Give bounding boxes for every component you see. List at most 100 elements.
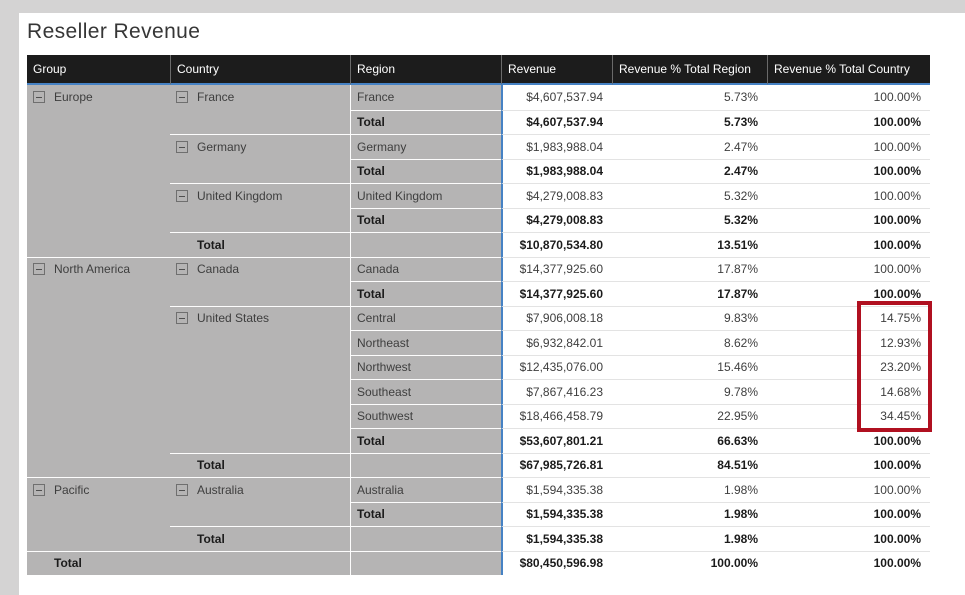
cell-country[interactable]: Total <box>170 452 350 477</box>
cell-revenue[interactable]: $4,279,008.83 <box>501 207 612 232</box>
cell-group[interactable]: Pacific <box>27 477 170 502</box>
collapse-icon[interactable] <box>176 189 188 202</box>
cell-group[interactable] <box>27 354 170 379</box>
cell-revenue-pct-region[interactable]: 17.87% <box>612 281 767 306</box>
column-header-revenue[interactable]: Revenue <box>501 55 612 85</box>
cell-group[interactable] <box>27 207 170 232</box>
cell-revenue[interactable]: $53,607,801.21 <box>501 428 612 453</box>
cell-region[interactable]: Total <box>350 109 501 134</box>
cell-country[interactable] <box>170 281 350 306</box>
cell-region[interactable]: Total <box>350 281 501 306</box>
cell-revenue-pct-region[interactable]: 5.73% <box>612 85 767 110</box>
cell-revenue-pct-region[interactable]: 66.63% <box>612 428 767 453</box>
cell-revenue-pct-region[interactable]: 2.47% <box>612 134 767 159</box>
cell-revenue[interactable]: $14,377,925.60 <box>501 256 612 281</box>
cell-region[interactable]: Southeast <box>350 379 501 404</box>
cell-revenue-pct-country[interactable]: 14.75% <box>767 305 930 330</box>
cell-group[interactable]: Europe <box>27 85 170 110</box>
cell-revenue-pct-country[interactable]: 100.00% <box>767 183 930 208</box>
cell-revenue-pct-region[interactable]: 100.00% <box>612 550 767 575</box>
cell-country[interactable]: Total <box>170 232 350 257</box>
cell-country[interactable] <box>170 550 350 575</box>
cell-country[interactable] <box>170 109 350 134</box>
collapse-icon[interactable] <box>176 263 188 276</box>
cell-revenue[interactable]: $4,607,537.94 <box>501 85 612 110</box>
cell-group[interactable] <box>27 281 170 306</box>
cell-region[interactable]: Australia <box>350 477 501 502</box>
cell-region[interactable]: Total <box>350 158 501 183</box>
cell-region[interactable]: Northwest <box>350 354 501 379</box>
cell-country[interactable]: United States <box>170 305 350 330</box>
cell-revenue-pct-region[interactable]: 13.51% <box>612 232 767 257</box>
cell-revenue-pct-region[interactable]: 22.95% <box>612 403 767 428</box>
cell-country[interactable] <box>170 330 350 355</box>
collapse-icon[interactable] <box>176 91 188 104</box>
cell-region[interactable]: United Kingdom <box>350 183 501 208</box>
cell-revenue-pct-region[interactable]: 9.78% <box>612 379 767 404</box>
column-header-group[interactable]: Group <box>27 55 170 85</box>
cell-revenue[interactable]: $12,435,076.00 <box>501 354 612 379</box>
cell-country[interactable]: Total <box>170 526 350 551</box>
cell-country[interactable]: United Kingdom <box>170 183 350 208</box>
cell-region[interactable]: Germany <box>350 134 501 159</box>
cell-group[interactable] <box>27 379 170 404</box>
cell-revenue-pct-region[interactable]: 5.32% <box>612 183 767 208</box>
cell-revenue[interactable]: $14,377,925.60 <box>501 281 612 306</box>
cell-revenue-pct-region[interactable]: 9.83% <box>612 305 767 330</box>
cell-revenue-pct-country[interactable]: 100.00% <box>767 207 930 232</box>
cell-group[interactable] <box>27 109 170 134</box>
cell-revenue-pct-region[interactable]: 1.98% <box>612 526 767 551</box>
cell-group[interactable] <box>27 232 170 257</box>
cell-revenue[interactable]: $7,867,416.23 <box>501 379 612 404</box>
cell-country[interactable] <box>170 354 350 379</box>
cell-revenue[interactable]: $4,607,537.94 <box>501 109 612 134</box>
cell-country[interactable] <box>170 428 350 453</box>
cell-country[interactable]: Germany <box>170 134 350 159</box>
cell-country[interactable]: Canada <box>170 256 350 281</box>
collapse-icon[interactable] <box>33 91 45 104</box>
cell-revenue-pct-region[interactable]: 1.98% <box>612 477 767 502</box>
cell-group[interactable] <box>27 134 170 159</box>
cell-country[interactable] <box>170 379 350 404</box>
cell-group[interactable] <box>27 403 170 428</box>
cell-revenue[interactable]: $6,932,842.01 <box>501 330 612 355</box>
cell-region[interactable] <box>350 550 501 575</box>
cell-revenue-pct-country[interactable]: 100.00% <box>767 109 930 134</box>
cell-revenue-pct-region[interactable]: 5.73% <box>612 109 767 134</box>
collapse-icon[interactable] <box>176 483 188 496</box>
cell-revenue[interactable]: $1,983,988.04 <box>501 158 612 183</box>
cell-group[interactable] <box>27 452 170 477</box>
cell-region[interactable]: Total <box>350 501 501 526</box>
cell-revenue[interactable]: $7,906,008.18 <box>501 305 612 330</box>
cell-country[interactable] <box>170 403 350 428</box>
cell-revenue-pct-country[interactable]: 12.93% <box>767 330 930 355</box>
cell-region[interactable]: Central <box>350 305 501 330</box>
cell-revenue-pct-country[interactable]: 100.00% <box>767 158 930 183</box>
cell-revenue-pct-country[interactable]: 100.00% <box>767 452 930 477</box>
cell-group[interactable] <box>27 428 170 453</box>
cell-revenue[interactable]: $1,594,335.38 <box>501 501 612 526</box>
cell-revenue-pct-country[interactable]: 100.00% <box>767 281 930 306</box>
cell-revenue[interactable]: $1,594,335.38 <box>501 526 612 551</box>
collapse-icon[interactable] <box>176 312 188 325</box>
cell-country[interactable] <box>170 158 350 183</box>
cell-revenue-pct-country[interactable]: 34.45% <box>767 403 930 428</box>
cell-revenue-pct-region[interactable]: 15.46% <box>612 354 767 379</box>
cell-revenue[interactable]: $80,450,596.98 <box>501 550 612 575</box>
cell-group[interactable]: Total <box>27 550 170 575</box>
cell-revenue[interactable]: $1,594,335.38 <box>501 477 612 502</box>
cell-revenue-pct-country[interactable]: 23.20% <box>767 354 930 379</box>
cell-region[interactable]: Total <box>350 428 501 453</box>
cell-revenue[interactable]: $10,870,534.80 <box>501 232 612 257</box>
cell-country[interactable]: Australia <box>170 477 350 502</box>
cell-region[interactable] <box>350 232 501 257</box>
cell-group[interactable] <box>27 158 170 183</box>
cell-region[interactable]: France <box>350 85 501 110</box>
cell-revenue-pct-region[interactable]: 1.98% <box>612 501 767 526</box>
cell-revenue-pct-country[interactable]: 100.00% <box>767 134 930 159</box>
cell-revenue-pct-country[interactable]: 100.00% <box>767 428 930 453</box>
cell-revenue-pct-country[interactable]: 100.00% <box>767 85 930 110</box>
cell-region[interactable]: Southwest <box>350 403 501 428</box>
cell-revenue-pct-region[interactable]: 2.47% <box>612 158 767 183</box>
collapse-icon[interactable] <box>33 263 45 276</box>
